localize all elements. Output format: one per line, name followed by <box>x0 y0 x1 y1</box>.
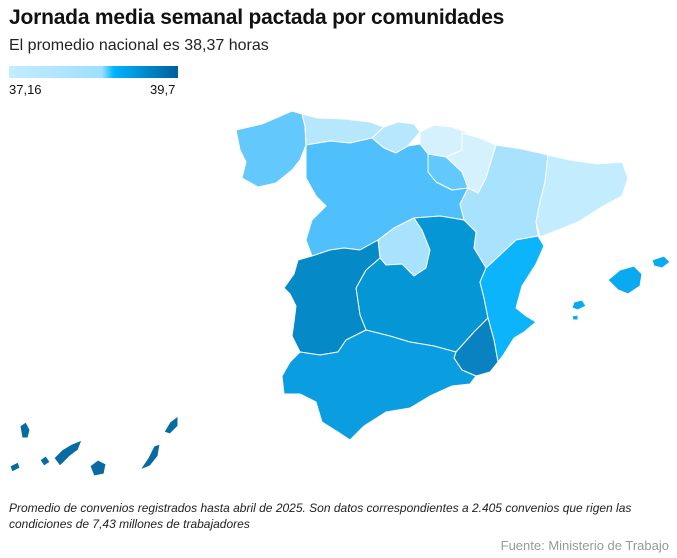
region-cataluna[interactable]: Cataluña <box>535 154 629 238</box>
region-baleares[interactable]: Islas Baleares <box>571 255 671 321</box>
region-valencia[interactable]: Comunidad Valenciana <box>479 235 545 363</box>
region-andalucia[interactable]: Andalucía <box>281 329 477 441</box>
footnote: Promedio de convenios registrados hasta … <box>9 501 632 531</box>
legend-min-label: 37,16 <box>9 82 42 97</box>
legend-color-scale <box>9 66 178 78</box>
source-credit: Fuente: Ministerio de Trabajo <box>500 538 669 553</box>
map-title: Jornada media semanal pactada por comuni… <box>9 6 505 29</box>
region-galicia[interactable]: Galicia <box>235 110 307 188</box>
map-subtitle: El promedio nacional es 38,37 horas <box>9 37 269 54</box>
region-canarias[interactable]: Canarias <box>9 415 179 477</box>
legend-max-label: 39,7 <box>150 82 176 97</box>
spain-map: Galicia Asturias Cantabria País Vasco Na… <box>9 110 671 477</box>
